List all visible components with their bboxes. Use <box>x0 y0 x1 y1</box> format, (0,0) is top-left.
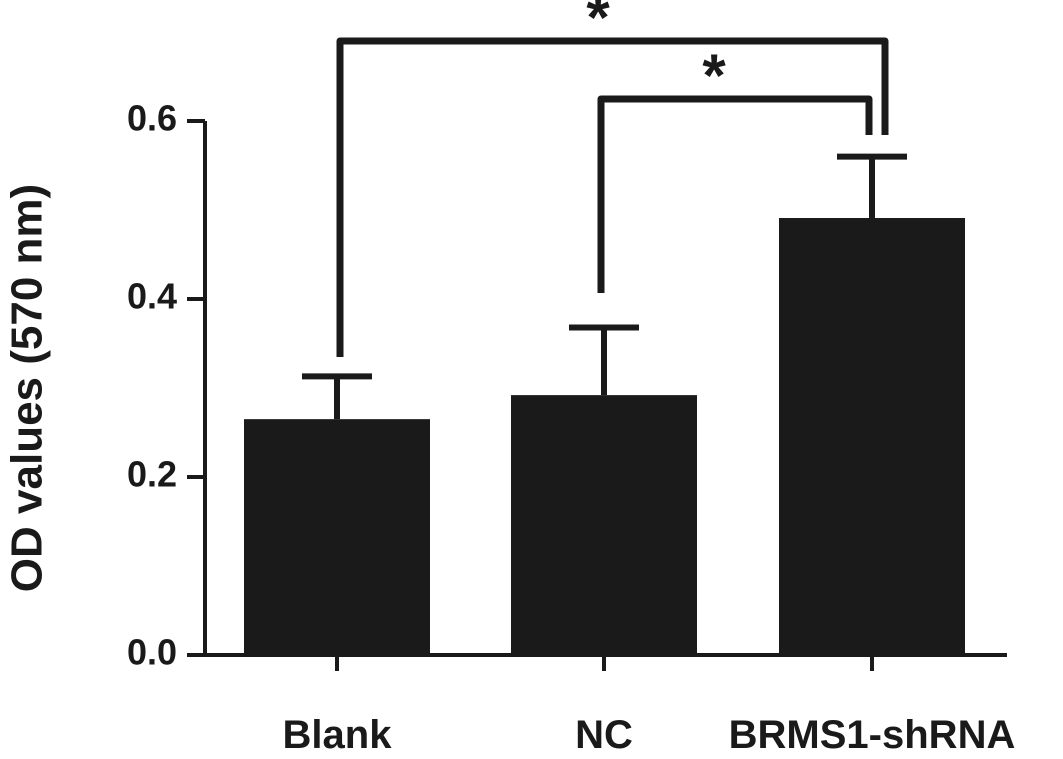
y-axis-title: OD values (570 nm) <box>3 184 52 592</box>
significance-star: * <box>586 0 610 51</box>
y-tick-label: 0.6 <box>127 98 177 139</box>
error-bars-group <box>302 153 907 420</box>
bar-nc <box>511 395 697 655</box>
x-tick-label-blank: Blank <box>283 713 393 757</box>
x-tick-label-brms1-shrna: BRMS1-shRNA <box>729 713 1016 757</box>
y-tick-label: 0.0 <box>127 632 177 673</box>
significance-group: ** <box>336 0 889 357</box>
significance-bracket <box>597 95 873 293</box>
significance-star: * <box>702 42 726 109</box>
bars-group <box>244 218 965 655</box>
axes-group: Blank NC BRMS1-shRNA 0.0 0.2 0.4 0.6 <box>127 98 1015 757</box>
significance-bracket <box>336 37 889 357</box>
bar-blank <box>244 419 430 655</box>
y-tick-label: 0.2 <box>127 454 177 495</box>
bar-brms1-shrna <box>779 218 965 655</box>
y-tick-label: 0.4 <box>127 276 177 317</box>
x-tick-label-nc: NC <box>575 713 633 757</box>
